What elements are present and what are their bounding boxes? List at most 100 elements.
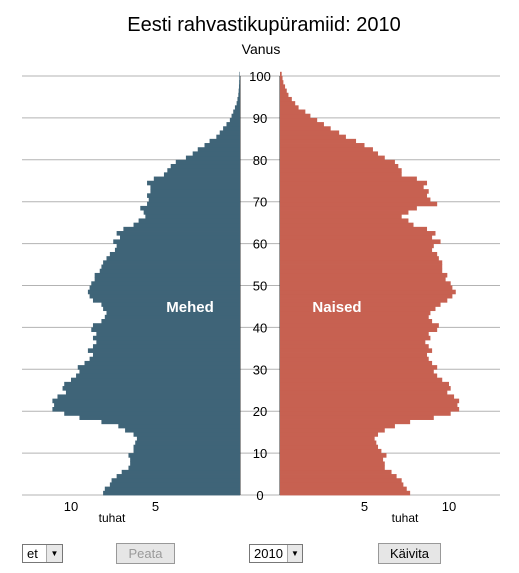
male-bar-age-18 — [79, 415, 240, 420]
male-bar-age-76 — [163, 172, 240, 177]
year-select-value: 2010 — [254, 546, 283, 561]
male-bar-age-84 — [209, 138, 240, 144]
male-bar-age-31 — [84, 360, 241, 366]
language-select[interactable]: et ▼ — [22, 544, 63, 563]
male-bar-age-13 — [136, 436, 240, 441]
female-bar-age-62 — [280, 231, 436, 236]
male-bar-age-99 — [239, 76, 240, 81]
male-bar-age-28 — [76, 373, 240, 379]
female-bar-age-95 — [280, 92, 289, 98]
age-tick-labels: 0 10 20 30 40 50 60 70 80 90 100 — [249, 69, 271, 503]
female-bar-age-47 — [280, 293, 453, 299]
female-bar-age-27 — [280, 377, 443, 383]
male-bar-age-72 — [150, 189, 240, 194]
male-bar-age-60 — [113, 239, 240, 244]
male-bar-age-43 — [106, 310, 241, 316]
male-bar-age-37 — [92, 335, 240, 341]
male-bar-age-8 — [130, 457, 240, 462]
female-bar-age-3 — [280, 478, 402, 483]
female-bar-age-97 — [280, 84, 286, 89]
female-bar-age-2 — [280, 482, 404, 488]
female-bar-age-52 — [280, 272, 448, 278]
age-tick-label: 100 — [249, 69, 271, 84]
female-bar-age-24 — [280, 390, 448, 395]
female-bar-age-99 — [280, 76, 283, 81]
female-bar-age-37 — [280, 335, 431, 341]
female-bar-age-5 — [280, 469, 392, 475]
male-bar-age-82 — [197, 147, 240, 152]
x-tick-labels: 10 10 5 5 — [64, 499, 456, 514]
male-bar-age-44 — [103, 306, 240, 312]
female-bar-age-53 — [280, 268, 443, 274]
male-bar-age-53 — [99, 268, 240, 274]
female-bar-age-79 — [280, 159, 395, 165]
female-bar-age-88 — [280, 122, 324, 127]
female-bar-age-70 — [280, 197, 431, 203]
chevron-down-icon: ▼ — [286, 545, 302, 562]
male-bar-age-96 — [238, 88, 240, 94]
male-bar-age-11 — [133, 444, 240, 450]
male-bar-age-16 — [118, 423, 240, 429]
male-bars — [52, 71, 241, 496]
female-bar-age-19 — [280, 411, 451, 416]
female-bar-age-50 — [280, 281, 451, 286]
male-bar-age-47 — [89, 293, 240, 299]
male-bar-age-23 — [57, 394, 241, 400]
female-bar-age-33 — [280, 352, 428, 358]
male-bar-age-88 — [226, 122, 240, 127]
female-bar-age-82 — [280, 147, 373, 152]
female-bar-age-63 — [280, 226, 428, 232]
female-bar-age-66 — [280, 214, 402, 219]
female-bar-age-0 — [280, 490, 411, 496]
female-bar-age-57 — [280, 251, 438, 257]
male-bar-age-40 — [92, 323, 240, 328]
female-bar-age-30 — [280, 365, 438, 370]
male-bar-age-77 — [167, 168, 240, 173]
male-bar-age-100 — [239, 71, 240, 77]
male-bar-age-35 — [92, 344, 240, 349]
male-bar-age-32 — [89, 356, 240, 362]
female-bar-age-59 — [280, 243, 434, 249]
female-bar-age-91 — [280, 109, 306, 115]
female-bar-age-77 — [280, 168, 402, 173]
female-bar-age-28 — [280, 373, 438, 379]
chart-title: Eesti rahvastikupüramiid: 2010 — [127, 14, 400, 36]
male-bar-age-57 — [109, 251, 241, 257]
male-bar-age-61 — [120, 235, 240, 240]
female-bar-age-68 — [280, 205, 417, 211]
male-bar-age-75 — [153, 176, 240, 182]
female-bar-age-81 — [280, 151, 379, 157]
x-axis-unit-left: tuhat — [99, 511, 126, 525]
male-bar-age-6 — [128, 465, 240, 471]
female-bar-age-11 — [280, 444, 379, 450]
male-bar-age-97 — [238, 84, 240, 89]
male-label: Mehed — [166, 299, 214, 316]
male-bar-age-62 — [116, 231, 240, 236]
female-bar-age-84 — [280, 138, 357, 144]
male-bar-age-86 — [219, 130, 240, 136]
male-bar-age-90 — [231, 113, 240, 119]
male-bar-age-79 — [175, 159, 240, 165]
male-bar-age-15 — [125, 427, 240, 433]
age-tick-label: 50 — [253, 279, 267, 294]
age-tick-label: 40 — [253, 320, 267, 335]
female-bar-age-46 — [280, 298, 448, 303]
male-bar-age-38 — [96, 331, 240, 337]
female-bar-age-60 — [280, 239, 441, 244]
female-bar-age-16 — [280, 423, 395, 429]
female-bar-age-25 — [280, 386, 451, 391]
male-bar-age-24 — [65, 390, 241, 395]
year-select[interactable]: 2010 ▼ — [249, 544, 303, 563]
female-bar-age-48 — [280, 289, 456, 295]
female-bar-age-55 — [280, 260, 443, 265]
run-button[interactable]: Käivita — [378, 543, 441, 564]
pause-button[interactable]: Peata — [116, 543, 175, 564]
female-bar-age-71 — [280, 193, 428, 198]
male-bar-age-45 — [101, 302, 240, 307]
female-bar-age-32 — [280, 356, 429, 362]
male-bar-age-66 — [145, 214, 240, 219]
female-bar-age-10 — [280, 448, 382, 454]
female-bar-age-8 — [280, 457, 384, 462]
female-bar-age-31 — [280, 360, 433, 366]
